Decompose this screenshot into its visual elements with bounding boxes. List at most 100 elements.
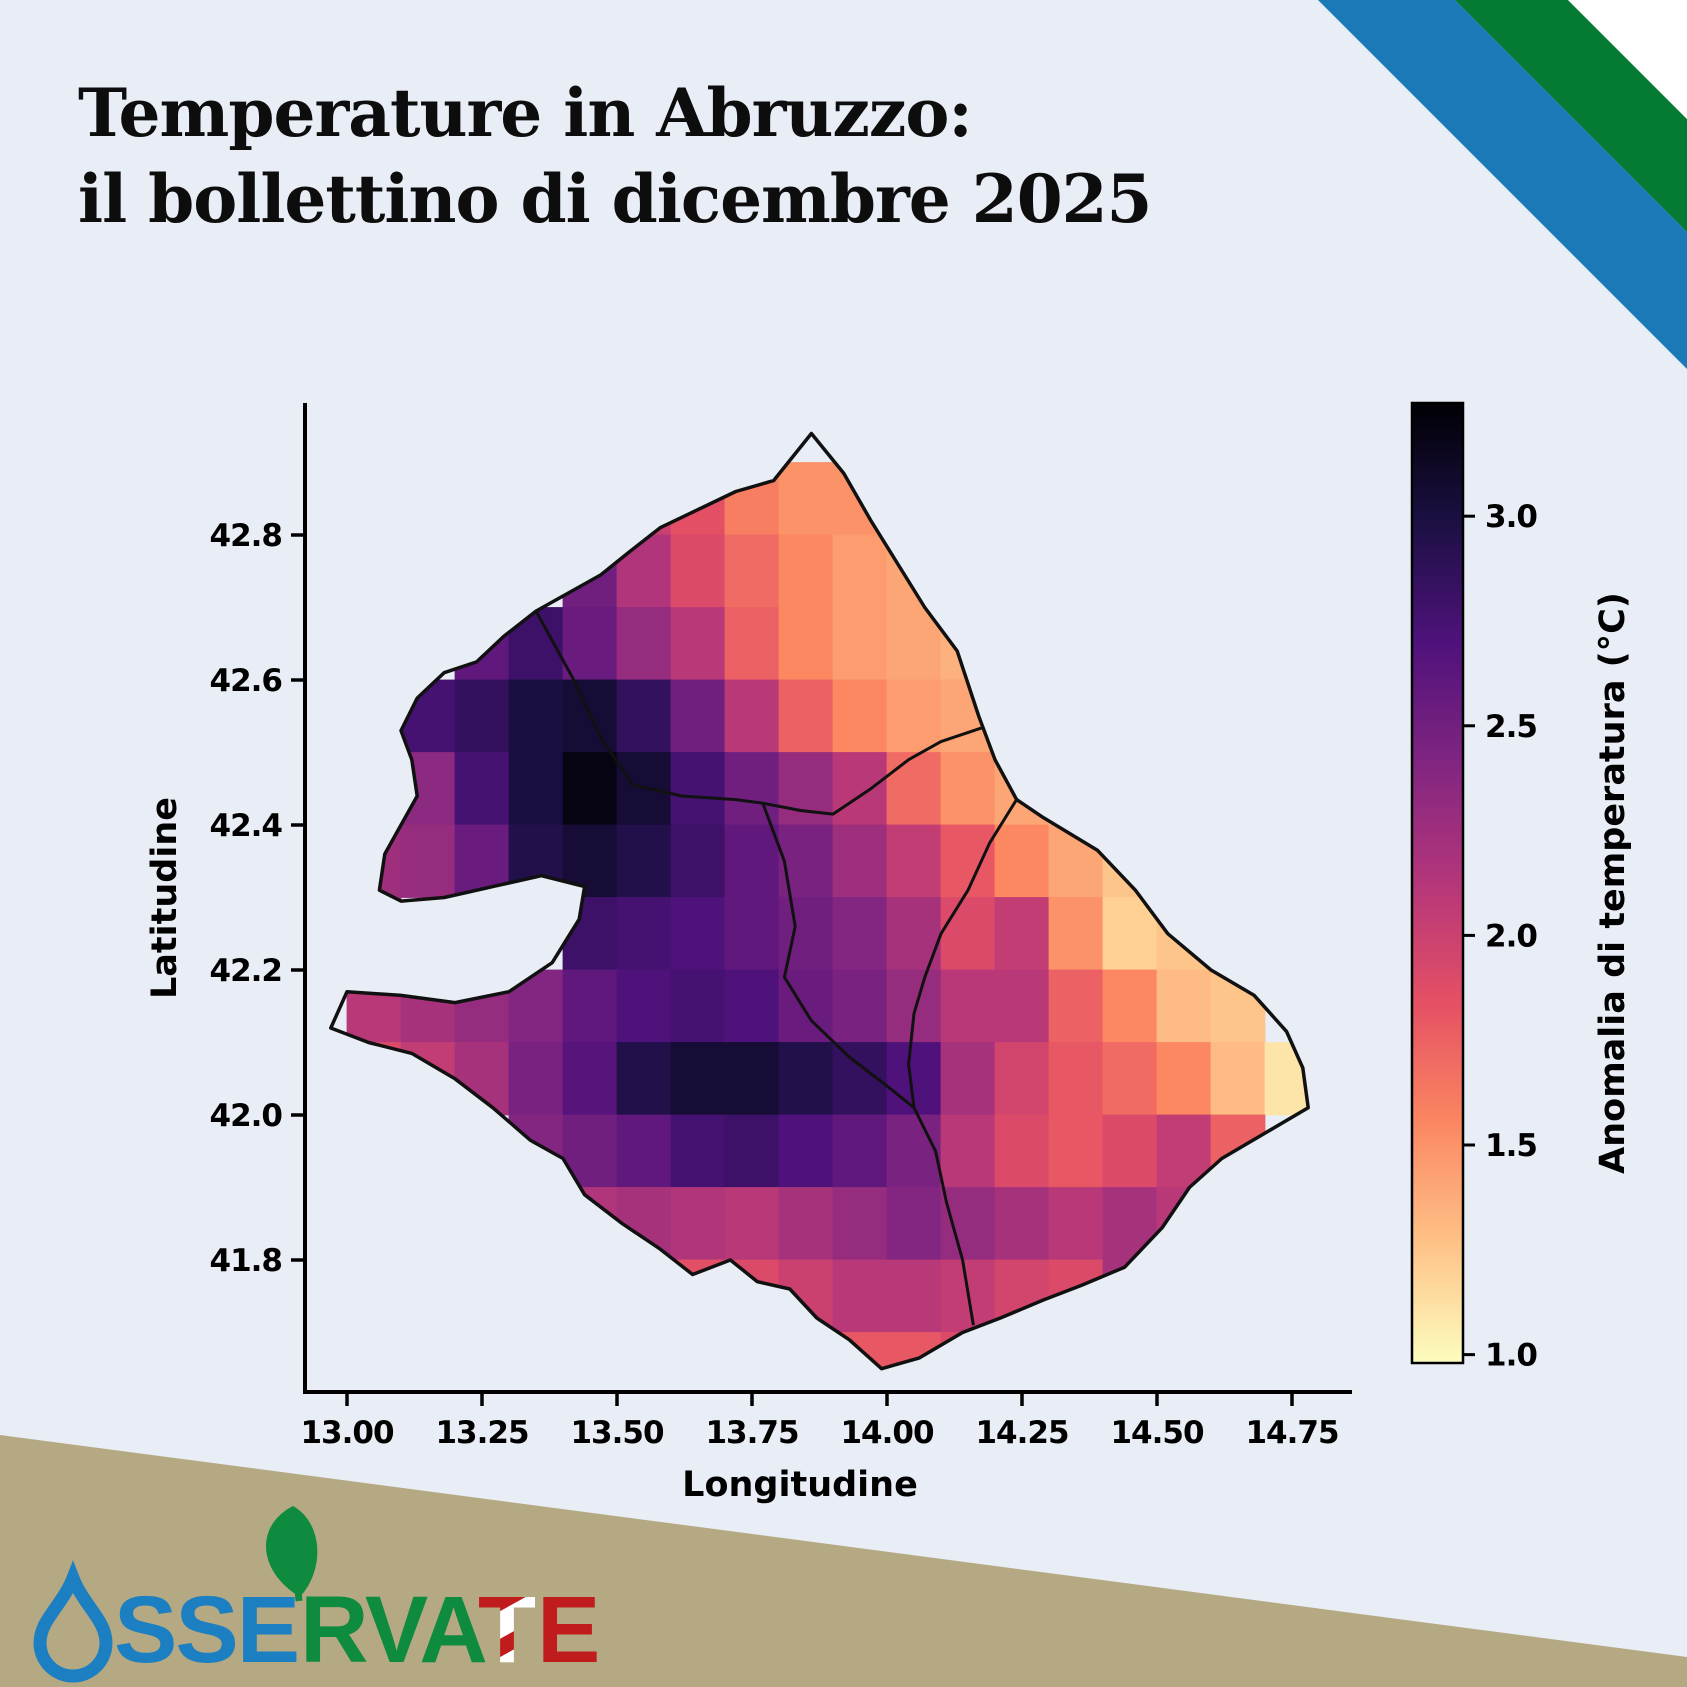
- heatmap-cell: [832, 897, 888, 971]
- heatmap-cell: [832, 1187, 888, 1261]
- heatmap-cell: [778, 1114, 834, 1188]
- heatmap-cell: [670, 969, 726, 1043]
- heatmap-cell: [832, 969, 888, 1043]
- heatmap-cell: [508, 752, 564, 826]
- logo-text-blue: SSE: [114, 1577, 298, 1683]
- y-axis-ticks: 42.8 42.6 42.4 42.2 42.0 41.8: [210, 518, 305, 1279]
- colorbar: 1.0 1.5 2.0 2.5 3.0 Anomalia di temperatura …: [1410, 401, 1633, 1374]
- heatmap-cell: [454, 679, 510, 753]
- leaf-stem-icon: [292, 1527, 303, 1602]
- heatmap-cell: [616, 897, 672, 971]
- heatmap-cell: [832, 752, 888, 826]
- logo-letter-t-striped: [448, 1565, 580, 1687]
- heatmap-cell: [940, 897, 996, 971]
- heatmap-cell: [778, 1042, 834, 1116]
- heatmap-cell: [886, 824, 942, 898]
- heatmap-cell: [562, 607, 618, 681]
- heatmap-cell: [778, 1187, 834, 1261]
- heatmap-cell: [994, 969, 1050, 1043]
- heatmap-cell: [670, 752, 726, 826]
- heatmap-cell: [724, 1114, 780, 1188]
- page-title-line2: il bollettino di dicembre 2025: [78, 160, 1151, 238]
- heatmap-cell: [562, 752, 618, 826]
- heatmap-cell: [400, 824, 456, 898]
- y-tick-label: 41.8: [210, 1243, 283, 1279]
- heatmap-cell: [940, 1114, 996, 1188]
- heatmap-cell: [1156, 969, 1212, 1043]
- heatmap-cell: [832, 607, 888, 681]
- province-border-line: [761, 802, 915, 1109]
- heatmap-cell: [724, 969, 780, 1043]
- colorbar-ticks: 1.0 1.5 2.0 2.5 3.0: [1463, 499, 1538, 1374]
- footer-band: [0, 1435, 1687, 1687]
- heatmap-cell: [832, 824, 888, 898]
- y-axis-title: Latitudine: [145, 797, 185, 999]
- heatmap-cell: [1156, 1042, 1212, 1116]
- heatmap-cell: [832, 679, 888, 753]
- page-title-line1: Temperature in Abruzzo:: [78, 74, 972, 152]
- y-tick-label: 42.4: [210, 808, 283, 844]
- x-tick-label: 13.50: [570, 1415, 663, 1451]
- heatmap-cell: [1210, 1042, 1266, 1116]
- heatmap-cell: [832, 534, 888, 608]
- heatmap-cell: [670, 607, 726, 681]
- water-drop-icon: [33, 1560, 113, 1683]
- x-tick-label: 14.25: [975, 1415, 1068, 1451]
- heatmap-cell: [886, 679, 942, 753]
- heatmap-cell: [886, 1114, 942, 1188]
- colorbar-tick-label: 1.5: [1485, 1128, 1537, 1164]
- region-outline: [329, 431, 1310, 1371]
- x-tick-label: 14.75: [1245, 1415, 1338, 1451]
- heatmap-cell: [670, 1187, 726, 1261]
- heatmap-cell: [616, 607, 672, 681]
- y-tick-label: 42.8: [210, 518, 283, 554]
- heatmap-cell: [670, 1042, 726, 1116]
- heatmap-cell: [886, 1187, 942, 1261]
- heatmap-cell: [670, 824, 726, 898]
- x-tick-label: 14.00: [840, 1415, 933, 1451]
- heatmap-cell: [724, 1187, 780, 1261]
- heatmap-cell: [616, 824, 672, 898]
- heatmap-cell: [1102, 969, 1158, 1043]
- heatmap-cell: [994, 824, 1050, 898]
- heatmap-cell: [670, 1114, 726, 1188]
- colorbar-tick-label: 1.0: [1485, 1338, 1537, 1374]
- heatmap-cell: [562, 969, 618, 1043]
- colorbar-gradient: [1410, 401, 1465, 1365]
- heatmap-cell: [1102, 1042, 1158, 1116]
- heatmap-cell: [1048, 1114, 1104, 1188]
- heatmap-cell: [670, 897, 726, 971]
- heatmap-cell: [1048, 969, 1104, 1043]
- heatmap-cell: [508, 1042, 564, 1116]
- x-tick-label: 13.75: [705, 1415, 798, 1451]
- y-tick-label: 42.2: [210, 953, 283, 989]
- x-tick-label: 13.25: [435, 1415, 528, 1451]
- heatmap-cell: [724, 897, 780, 971]
- heatmap-cell: [724, 752, 780, 826]
- heatmap-cell: [1048, 1042, 1104, 1116]
- heatmap-cell: [940, 969, 996, 1043]
- heatmap-cell: [940, 752, 996, 826]
- colorbar-title: Anomalia di temperatura (°C): [1593, 592, 1633, 1174]
- heatmap-cell: [724, 1042, 780, 1116]
- heatmap-cell: [778, 534, 834, 608]
- corner-ribbon: [1318, 0, 1687, 369]
- heatmap-cell: [616, 679, 672, 753]
- x-axis-ticks: 13.00 13.25 13.50 13.75 14.00 14.25 14.50 14.75: [300, 1392, 1340, 1451]
- logo-text-red-e: E: [537, 1577, 598, 1683]
- ribbon-white-stripe: [1568, 0, 1687, 119]
- colorbar-tick-label: 2.5: [1485, 709, 1537, 745]
- heatmap-cell: [994, 1042, 1050, 1116]
- heatmap-cell: [886, 752, 942, 826]
- y-tick-label: 42.0: [210, 1098, 283, 1134]
- heatmap-cell: [670, 534, 726, 608]
- heatmap-cell: [724, 679, 780, 753]
- heatmap-cell: [454, 752, 510, 826]
- heatmap-cell: [616, 969, 672, 1043]
- y-tick-label: 42.6: [210, 663, 283, 699]
- heatmap-cell: [994, 897, 1050, 971]
- heatmap-cell: [778, 607, 834, 681]
- heatmap-cell: [940, 824, 996, 898]
- heatmap-cell: [1102, 1114, 1158, 1188]
